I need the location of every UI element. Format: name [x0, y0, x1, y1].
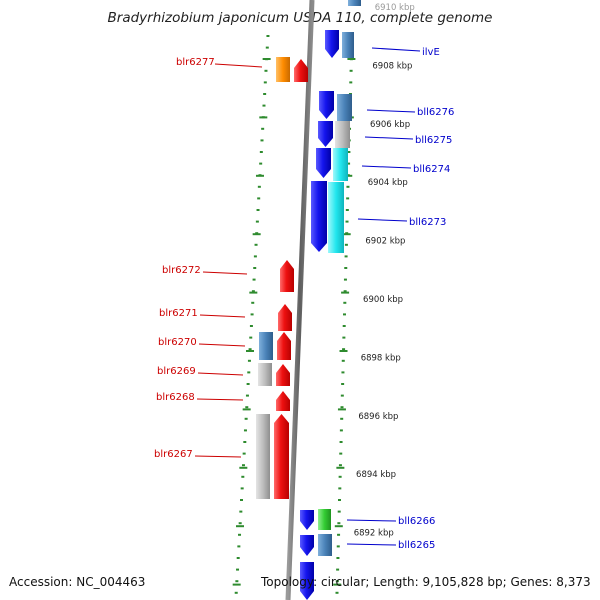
- accession-text: Accession: NC_004463: [9, 575, 146, 589]
- gene-label-bll6274: bll6274: [413, 164, 450, 175]
- gene-arrow: [294, 59, 308, 82]
- gene-label-blr6268: blr6268: [156, 392, 195, 403]
- leader-line: [346, 543, 397, 546]
- gene-label-blr6270: blr6270: [158, 337, 197, 348]
- gene-arrow: [300, 562, 314, 600]
- gene-label-bll6275: bll6275: [415, 135, 452, 146]
- gene-arrow: [280, 260, 294, 292]
- gene-arrow: [318, 534, 332, 556]
- gene-arrow: [348, 0, 361, 6]
- gene-arrow: [278, 304, 292, 331]
- gene-arrow: [277, 332, 291, 360]
- gene-label-blr6267: blr6267: [154, 449, 193, 460]
- scale-label: 6902 kbp: [365, 237, 405, 247]
- scale-label: 6898 kbp: [361, 353, 401, 363]
- gene-arrow: [276, 57, 290, 82]
- backbone: [285, 0, 315, 600]
- leader-line: [196, 398, 244, 401]
- gene-arrow: [316, 148, 331, 178]
- gene-arrow: [318, 509, 331, 530]
- gene-arrow: [342, 32, 354, 58]
- leader-line: [346, 519, 397, 522]
- scale-label: 6910 kbp: [375, 3, 415, 13]
- gene-arrow: [325, 30, 339, 58]
- scale-label: 6894 kbp: [356, 470, 396, 480]
- gene-label-bll6276: bll6276: [417, 107, 454, 118]
- scale-label: 6900 kbp: [363, 295, 403, 305]
- gene-label-bll6265: bll6265: [398, 540, 435, 551]
- leader-line: [364, 136, 414, 140]
- scale-label: 6908 kbp: [372, 61, 412, 71]
- leader-line: [361, 165, 412, 169]
- gene-label-bll6266: bll6266: [398, 516, 435, 527]
- scale-label: 6896 kbp: [358, 412, 398, 422]
- leader-line: [357, 218, 408, 222]
- gene-arrow: [276, 391, 290, 411]
- gene-label-ilvE: ilvE: [422, 47, 440, 58]
- gene-arrow: [259, 332, 273, 360]
- leader-line: [197, 372, 244, 376]
- gene-arrow: [328, 182, 344, 253]
- gene-label-bll6273: bll6273: [409, 217, 446, 228]
- scale-label: 6906 kbp: [370, 120, 410, 130]
- gene-arrow: [335, 121, 350, 148]
- gene-arrow: [311, 181, 327, 252]
- gene-arrow: [274, 414, 289, 499]
- leader-line: [366, 109, 416, 113]
- gene-label-blr6269: blr6269: [157, 366, 196, 377]
- leader-line: [198, 343, 246, 347]
- gene-arrow: [300, 535, 314, 556]
- topology-text: Topology: circular; Length: 9,105,828 bp…: [261, 575, 591, 589]
- gene-arrow: [300, 510, 314, 530]
- gene-arrow: [333, 148, 348, 181]
- gene-arrow: [256, 414, 270, 499]
- gene-label-blr6277: blr6277: [176, 57, 215, 68]
- leader-line: [371, 47, 421, 52]
- gene-arrow: [318, 121, 333, 147]
- leader-line: [199, 314, 246, 318]
- gene-arrow: [258, 363, 272, 386]
- backbone-layer: [285, 0, 315, 600]
- leader-line: [202, 271, 248, 275]
- scale-label: 6892 kbp: [354, 529, 394, 539]
- leader-line: [214, 63, 263, 68]
- leader-line: [194, 455, 242, 458]
- diagram-title: Bradyrhizobium japonicum USDA 110, compl…: [107, 10, 493, 26]
- gene-label-blr6272: blr6272: [162, 265, 201, 276]
- label-layer: 6910 kbp 6908 kbp 6906 kbp 6904 kbp 6902 kbp…: [154, 3, 454, 551]
- gene-arrow: [276, 364, 290, 386]
- gene-arrow: [337, 94, 352, 121]
- gene-arrow: [319, 91, 334, 119]
- gene-label-blr6271: blr6271: [159, 308, 198, 319]
- scale-label: 6904 kbp: [368, 178, 408, 188]
- gene-layer: [256, 0, 361, 600]
